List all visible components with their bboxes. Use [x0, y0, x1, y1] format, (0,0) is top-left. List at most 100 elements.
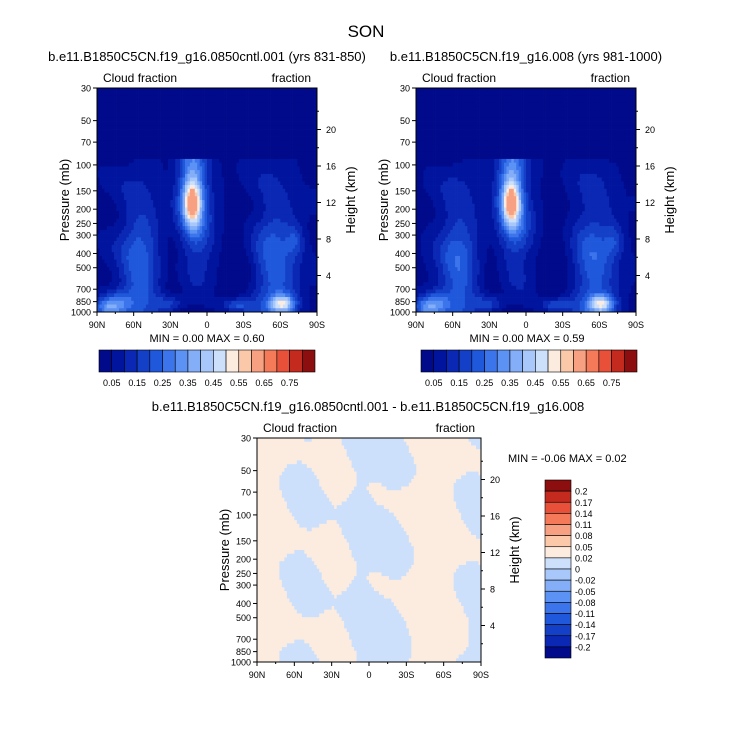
field-cell	[106, 200, 110, 205]
field-cell	[280, 181, 284, 186]
field-cell	[199, 110, 203, 115]
field-cell	[116, 106, 120, 111]
field-cell	[246, 95, 249, 100]
field-cell	[170, 270, 174, 276]
field-cell	[211, 237, 215, 242]
field-cell	[143, 181, 147, 186]
field-cell	[172, 177, 176, 182]
field-cell	[106, 278, 110, 283]
field-cell	[126, 285, 130, 290]
field-cell	[226, 244, 230, 249]
field-cell	[109, 155, 113, 160]
field-cell	[243, 144, 247, 149]
field-cell	[251, 188, 254, 193]
field-cell	[285, 222, 289, 227]
field-cell	[302, 263, 306, 268]
field-cell	[302, 158, 306, 164]
field-cell	[165, 125, 169, 130]
field-cell	[224, 166, 227, 171]
field-cell	[182, 106, 186, 111]
field-cell	[189, 200, 193, 205]
field-cell	[211, 114, 215, 119]
field-cell	[304, 192, 308, 197]
field-cell	[204, 263, 208, 268]
field-cell	[229, 95, 232, 100]
field-cell	[109, 173, 113, 178]
field-cell	[116, 211, 120, 216]
field-cell	[197, 114, 201, 119]
field-cell	[109, 129, 113, 134]
field-cell	[167, 226, 171, 231]
field-cell	[180, 151, 183, 156]
field-cell	[233, 214, 237, 220]
field-cell	[111, 177, 115, 182]
field-cell	[133, 214, 137, 220]
field-cell	[273, 282, 276, 287]
field-cell	[136, 244, 139, 249]
field-cell	[155, 91, 159, 96]
field-cell	[253, 196, 257, 201]
field-cell	[238, 241, 242, 246]
field-cell	[150, 211, 154, 216]
field-cell	[185, 114, 188, 119]
field-cell	[143, 88, 147, 93]
field-cell	[226, 136, 230, 141]
field-cell	[314, 162, 318, 167]
field-cell	[180, 144, 183, 149]
field-cell	[126, 278, 130, 283]
field-cell	[312, 162, 315, 167]
field-cell	[255, 106, 259, 111]
field-cell	[136, 136, 139, 141]
field-cell	[236, 177, 240, 182]
field-cell	[121, 88, 125, 93]
field-cell	[119, 237, 122, 242]
field-cell	[133, 222, 137, 227]
field-cell	[187, 173, 191, 178]
field-cell	[121, 125, 125, 130]
field-cell	[226, 151, 230, 156]
field-cell	[302, 155, 306, 160]
field-cell	[197, 151, 201, 156]
field-cell	[116, 129, 120, 134]
field-cell	[299, 99, 303, 104]
field-cell	[180, 218, 183, 223]
field-cell	[297, 88, 301, 93]
field-cell	[199, 158, 203, 164]
field-cell	[229, 226, 232, 231]
field-cell	[297, 256, 301, 261]
field-cell	[282, 259, 286, 264]
field-cell	[170, 125, 174, 130]
field-cell	[231, 244, 235, 249]
field-cell	[275, 252, 279, 257]
field-cell	[202, 88, 205, 93]
field-cell	[226, 125, 230, 130]
field-cell	[111, 203, 115, 208]
field-cell	[292, 125, 296, 130]
field-cell	[197, 289, 201, 294]
field-cell	[138, 252, 142, 257]
field-cell	[307, 102, 311, 108]
field-cell	[265, 136, 269, 141]
field-cell	[292, 203, 296, 208]
field-cell	[97, 293, 100, 298]
field-cell	[180, 106, 183, 111]
field-cell	[111, 147, 115, 152]
field-cell	[131, 88, 135, 93]
field-cell	[185, 259, 188, 264]
field-cell	[101, 155, 105, 160]
field-cell	[128, 203, 132, 208]
field-cell	[192, 200, 196, 205]
field-cell	[189, 170, 193, 175]
field-cell	[136, 185, 139, 190]
field-cell	[109, 95, 113, 100]
field-cell	[148, 218, 152, 223]
field-cell	[290, 181, 293, 186]
field-cell	[192, 214, 196, 220]
field-cell	[155, 282, 159, 287]
field-cell	[224, 170, 227, 175]
field-cell	[307, 88, 311, 93]
field-cell	[150, 293, 154, 298]
field-cell	[121, 285, 125, 290]
field-cell	[280, 136, 284, 141]
field-cell	[167, 136, 171, 141]
